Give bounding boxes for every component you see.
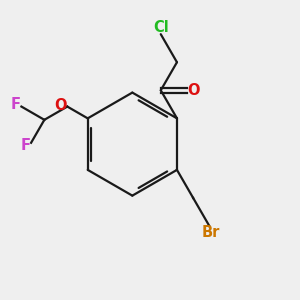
Text: F: F: [11, 97, 20, 112]
Text: Br: Br: [202, 225, 220, 240]
Text: O: O: [55, 98, 67, 112]
Text: Cl: Cl: [153, 20, 169, 35]
Text: O: O: [188, 83, 200, 98]
Text: F: F: [20, 138, 30, 153]
